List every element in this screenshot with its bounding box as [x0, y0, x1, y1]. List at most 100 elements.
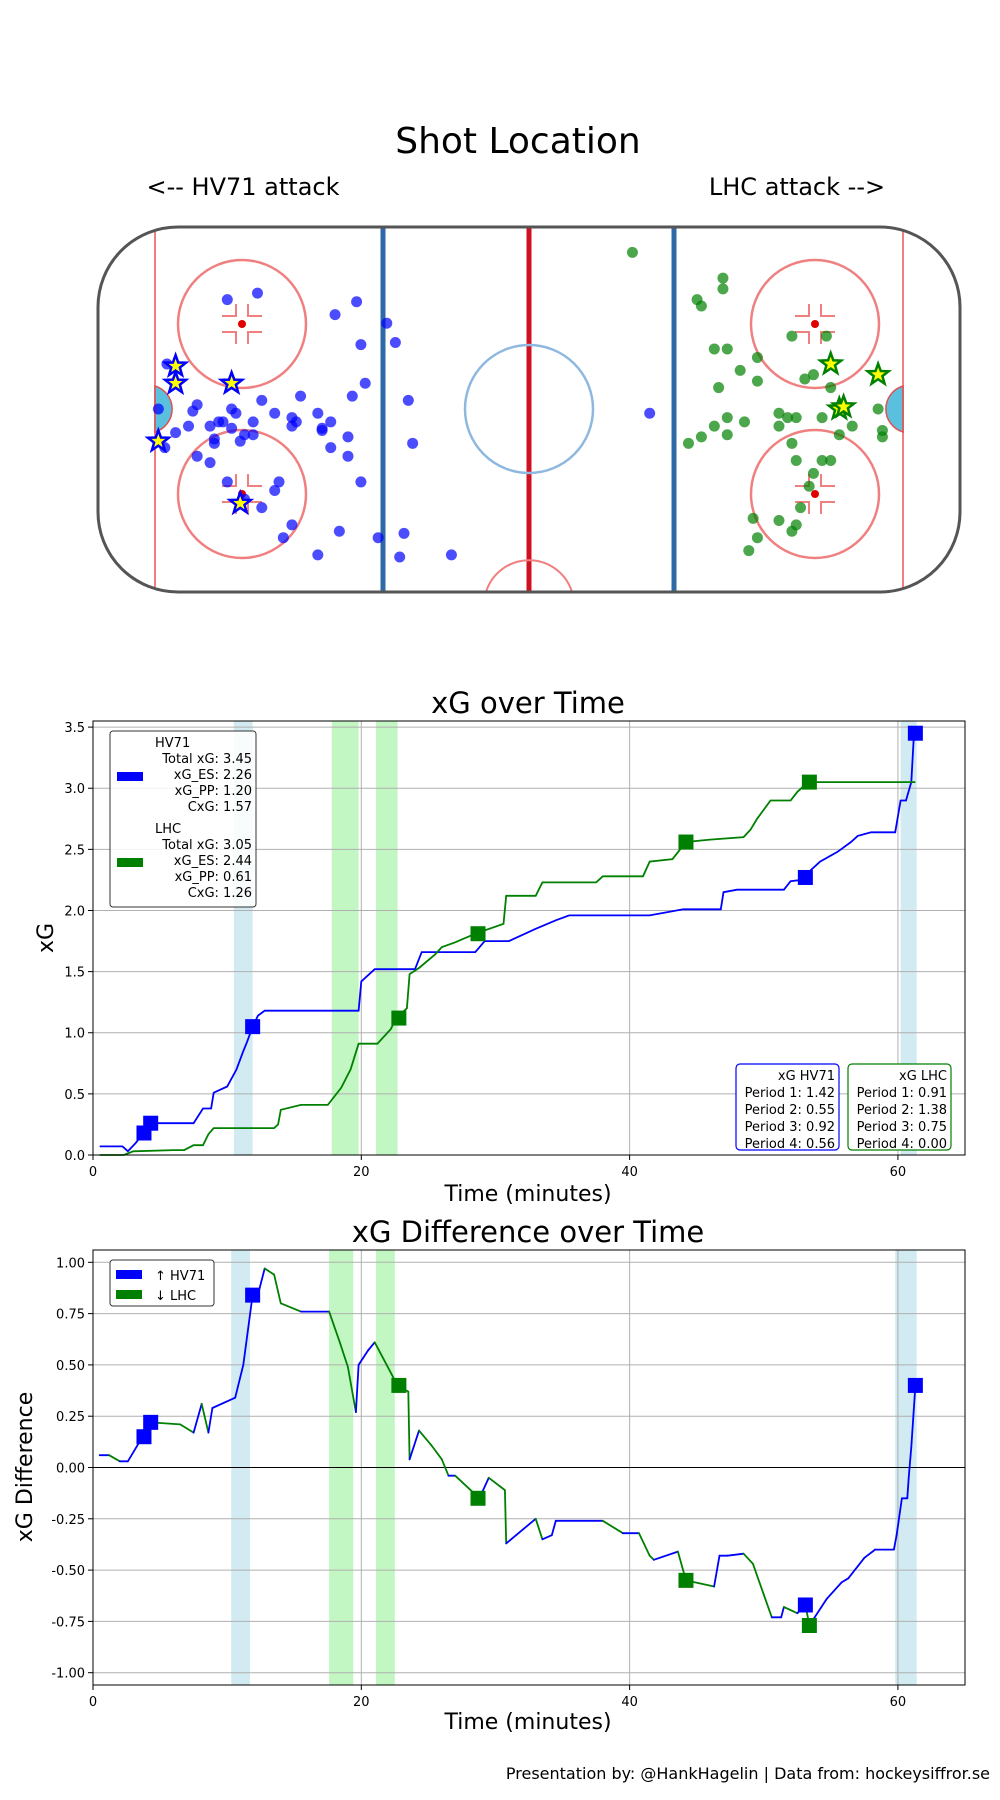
diff-line-segment	[783, 1606, 799, 1615]
diff-line-segment	[279, 1302, 302, 1313]
shot-hv71	[239, 429, 251, 441]
shot-hv71	[398, 527, 410, 539]
diff-line-segment	[354, 1364, 360, 1413]
shot-hv71	[325, 442, 337, 454]
diff-xlabel: Time (minutes)	[443, 1710, 611, 1735]
shot-lhc	[743, 545, 755, 557]
xg-legend-team-name: HV71	[155, 736, 190, 751]
shot-hv71	[247, 429, 259, 441]
credit-footer: Presentation by: @HankHagelin | Data fro…	[505, 1764, 990, 1783]
diff-line-segment	[906, 1476, 910, 1500]
referee-crease	[485, 559, 573, 592]
shot-hv71	[355, 476, 367, 488]
diff-line-segment	[825, 1581, 843, 1600]
xg-legend-stat: xG_PP: 1.20	[175, 784, 252, 799]
xg-pp-home-band	[900, 721, 917, 1155]
shot-lhc	[816, 412, 828, 424]
diff-ytick-label: -1.00	[51, 1667, 85, 1682]
diff-line-segment	[534, 1517, 544, 1541]
shot-lhc	[795, 502, 807, 514]
shot-lhc	[786, 437, 798, 449]
xg-period-box-value: Period 2: 1.38	[857, 1103, 947, 1118]
rink-left-label: <-- HV71 attack	[146, 173, 339, 201]
diff-line-segment	[893, 1534, 898, 1551]
shot-lhc	[786, 330, 798, 342]
shot-lhc	[786, 525, 798, 537]
shot-hv71	[342, 431, 354, 443]
diff-ytick-label: 0.25	[56, 1410, 85, 1425]
xg-goal-marker-hv71	[143, 1115, 159, 1131]
xg-legend-stat: CxG: 1.26	[188, 886, 252, 901]
diff-line-segment	[192, 1403, 203, 1434]
shot-lhc	[803, 480, 815, 492]
diff-goal-marker-lhc	[391, 1377, 407, 1393]
diff-xtick-label: 0	[89, 1695, 97, 1710]
goal-lhc	[864, 360, 893, 387]
xg-ylabel: xG	[34, 923, 59, 953]
diff-line-segment	[762, 1593, 773, 1619]
diff-ytick-label: -0.25	[51, 1513, 85, 1528]
shot-lhc	[717, 283, 729, 295]
shot-hv71	[277, 532, 289, 544]
xg-title: xG over Time	[431, 686, 625, 720]
xg-period-box-title: xG HV71	[778, 1069, 835, 1084]
diff-ytick-label: -0.75	[51, 1615, 85, 1630]
xg-period-box-frame	[847, 1063, 952, 1151]
diff-line-segment	[780, 1606, 785, 1619]
shot-hv71	[208, 437, 220, 449]
diff-ytick-label: 0.50	[56, 1359, 85, 1374]
diff-line-segment	[242, 1294, 254, 1366]
shot-hv71	[269, 485, 281, 497]
xg-period-box-lhc: xG LHC Period 1: 0.91 Period 2: 1.38 Period…	[847, 1063, 952, 1152]
shot-hv71	[247, 416, 259, 428]
diff-ytick-label: 0.75	[56, 1308, 85, 1323]
goal-hv71	[226, 488, 255, 516]
shot-lhc	[721, 343, 733, 355]
xg-legend-swatch-hv71	[117, 772, 143, 781]
diff-ylabel: xG Difference	[13, 1392, 38, 1542]
shot-hv71	[381, 317, 393, 329]
rink-right-label: LHC attack -->	[709, 173, 885, 201]
xg-frame	[92, 720, 966, 1156]
diff-line-segment	[179, 1423, 195, 1434]
xg-legend-swatch-lhc	[117, 858, 143, 867]
shot-hv71	[346, 390, 358, 402]
shot-hv71	[445, 549, 457, 561]
diff-ytick-label: 1.00	[56, 1256, 85, 1271]
shot-lhc	[721, 429, 733, 441]
diff-line-segment	[273, 1273, 282, 1305]
diff-line-segment	[813, 1597, 828, 1619]
diff-line-segment	[207, 1407, 214, 1434]
diff-line-segment	[601, 1519, 624, 1535]
diff-line-segment	[408, 1429, 420, 1461]
diff-goal-marker-hv71	[797, 1597, 813, 1613]
diff-title: xG Difference over Time	[352, 1215, 704, 1249]
diff-ytick-label: -0.50	[51, 1564, 85, 1579]
xg-goal-marker-hv71	[907, 725, 923, 741]
shot-lhc	[790, 412, 802, 424]
diff-goal-marker-lhc	[801, 1617, 817, 1633]
diff-line-segment	[910, 1384, 917, 1448]
shot-hv71	[286, 412, 298, 424]
xg-period-box-value: Period 1: 0.91	[857, 1086, 947, 1101]
xg-legend-box	[109, 730, 257, 908]
diff-line-segment	[503, 1489, 508, 1545]
xg-goal-marker-lhc	[470, 926, 486, 942]
diff-goal-marker-hv71	[907, 1377, 923, 1393]
shot-lhc	[799, 373, 811, 385]
xg-period-box-hv71: xG HV71 Period 1: 1.42 Period 2: 0.55 Perio…	[735, 1063, 840, 1152]
diff-line-segment	[726, 1552, 745, 1557]
goal-hv71	[217, 368, 246, 396]
shot-hv71	[394, 551, 406, 563]
shot-lhc	[751, 532, 763, 544]
shot-hv71	[251, 287, 263, 299]
diff-line-segment	[895, 1497, 903, 1537]
goal-lhc	[816, 349, 845, 376]
xg-line-hv71	[99, 733, 915, 1153]
shot-hv71	[329, 309, 341, 321]
shot-hv71	[407, 437, 419, 449]
shot-hv71	[286, 519, 298, 531]
shot-hv71	[170, 427, 182, 439]
shot-lhc	[773, 420, 785, 432]
